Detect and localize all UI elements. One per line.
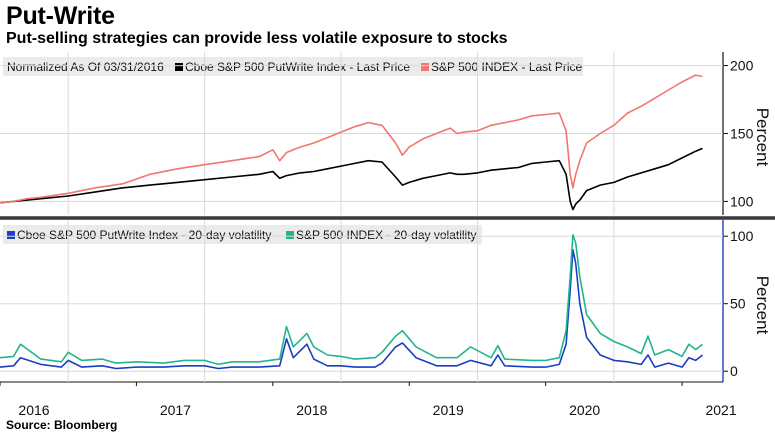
legend-bottom: Cboe S&P 500 PutWrite Index - 20-day vol… <box>3 225 482 244</box>
x-tick-label-3: 2019 <box>433 402 464 418</box>
y-tick-label-0-1: 150 <box>730 126 754 142</box>
x-tick-label-2: 2018 <box>296 402 327 418</box>
chart-subtitle: Put-selling strategies can provide less … <box>6 30 508 47</box>
legend-top: Normalized As Of 03/31/2016 Cboe S&P 500… <box>3 57 583 76</box>
y-tick-label-1-0: 0 <box>730 363 738 379</box>
legend-top-box <box>3 57 583 76</box>
source-note: Source: Bloomberg <box>6 418 118 432</box>
series-line-price-0 <box>0 147 703 211</box>
top-y-axis-title: Percent <box>753 108 772 167</box>
y-tick-label-0-2: 200 <box>730 58 754 74</box>
legend-label-putwrite-price: Cboe S&P 500 PutWrite Index - Last Price <box>185 60 410 74</box>
legend-label-spx-price: S&P 500 INDEX - Last Price <box>431 60 583 74</box>
series-line-vol-0 <box>0 248 703 370</box>
legend-swatch-putwrite-price <box>175 63 183 71</box>
y-tick-label-1-1: 50 <box>730 296 746 312</box>
x-tick-label-4: 2020 <box>569 402 600 418</box>
legend-swatch-spx-price <box>421 63 429 71</box>
bottom-y-axis-title: Percent <box>753 276 772 335</box>
x-tick-label-0: 2016 <box>18 402 49 418</box>
series-line-price-1 <box>0 74 703 204</box>
x-tick-label-1: 2017 <box>160 402 191 418</box>
legend-bottom-box <box>3 225 482 244</box>
y-tick-label-0-0: 100 <box>730 193 754 209</box>
legend-swatch-putwrite-vol <box>7 231 15 239</box>
legend-swatch-spx-vol <box>286 231 294 239</box>
series-line-vol-1 <box>0 234 703 366</box>
chart-title: Put-Write <box>6 2 115 30</box>
y-tick-label-1-2: 100 <box>730 228 754 244</box>
legend-label-spx-vol: S&P 500 INDEX - 20-day volatility <box>296 228 477 242</box>
legend-note: Normalized As Of 03/31/2016 <box>7 60 164 74</box>
x-tick-label-5: 2021 <box>705 402 736 418</box>
legend-label-putwrite-vol: Cboe S&P 500 PutWrite Index - 20-day vol… <box>17 228 271 242</box>
